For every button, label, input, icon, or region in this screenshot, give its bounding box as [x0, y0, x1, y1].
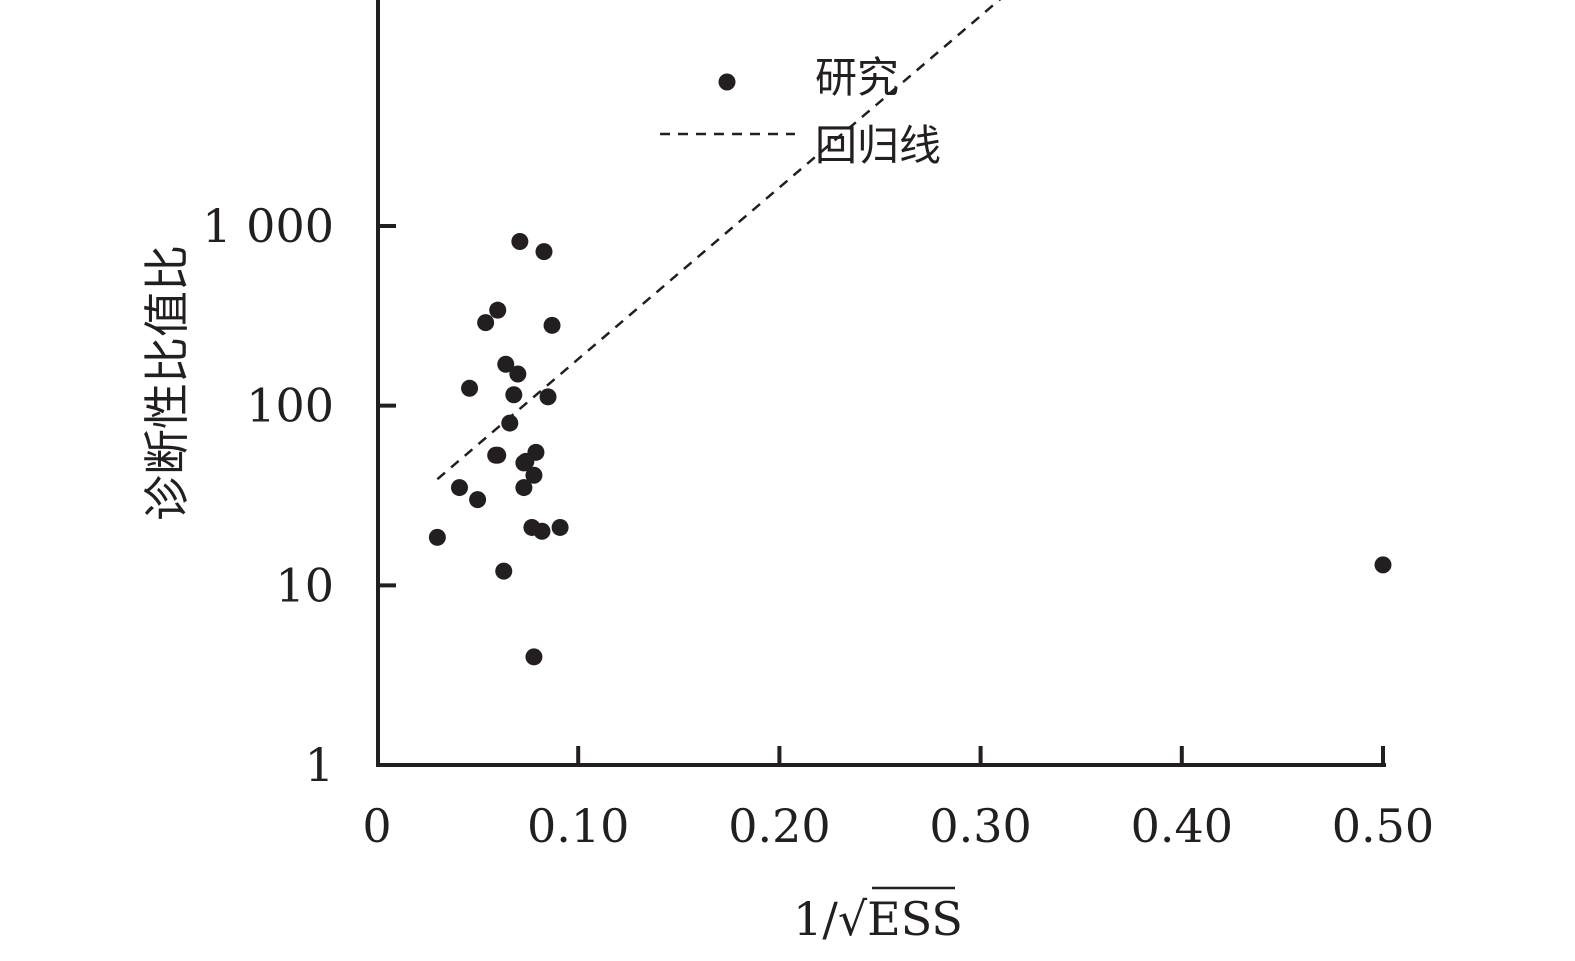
y-tick-label: 100 [246, 379, 334, 433]
x-tick-label: 0.10 [527, 799, 629, 853]
study-point [535, 243, 553, 261]
study-point [525, 648, 543, 666]
study-point [497, 355, 515, 373]
legend-point-marker [718, 73, 736, 91]
x-tick-label: 0.30 [929, 799, 1031, 853]
x-axis-title-radicand: ESS [867, 892, 963, 946]
study-point [533, 522, 551, 540]
x-axis-title-prefix: 1/ [793, 892, 838, 946]
study-point [527, 443, 545, 461]
study-point [515, 479, 533, 497]
study-point [495, 562, 513, 580]
y-axis-title: 诊断性比值比 [140, 245, 194, 521]
study-point [489, 446, 507, 464]
study-point [477, 314, 495, 332]
x-tick-label: 0.40 [1131, 799, 1233, 853]
study-point [428, 528, 446, 546]
legend-label-regression: 回归线 [815, 121, 941, 170]
study-point [501, 414, 519, 432]
study-point [509, 365, 527, 383]
study-point [525, 466, 543, 484]
study-point [505, 386, 523, 404]
study-point [1374, 556, 1392, 574]
sqrt-symbol: √ [838, 892, 868, 946]
y-tick-label: 1 000 [202, 199, 334, 253]
study-point [450, 479, 468, 497]
study-point [469, 491, 487, 509]
study-point [489, 301, 507, 319]
x-axis-ticks: 0 0.10 0.20 0.30 0.40 0.50 [362, 746, 1434, 853]
x-tick-label: 0 [362, 799, 391, 853]
y-axis-ticks: 1 10 100 1 000 [202, 199, 396, 792]
study-point [461, 379, 479, 397]
study-points-layer [428, 232, 1392, 666]
y-tick-label: 10 [275, 558, 334, 612]
y-tick-label: 1 [305, 738, 334, 792]
regression-line-layer [436, 0, 1002, 481]
x-tick-label: 0.20 [728, 799, 830, 853]
study-point [539, 388, 557, 406]
study-point [543, 316, 561, 334]
regression-line [436, 0, 1002, 481]
study-point [511, 232, 529, 250]
study-point [551, 518, 569, 536]
legend-label-studies: 研究 [815, 53, 899, 102]
x-axis-title: 1/√ESS [793, 892, 963, 946]
legend: 研究 回归线 [660, 53, 941, 170]
x-tick-label: 0.50 [1332, 799, 1434, 853]
